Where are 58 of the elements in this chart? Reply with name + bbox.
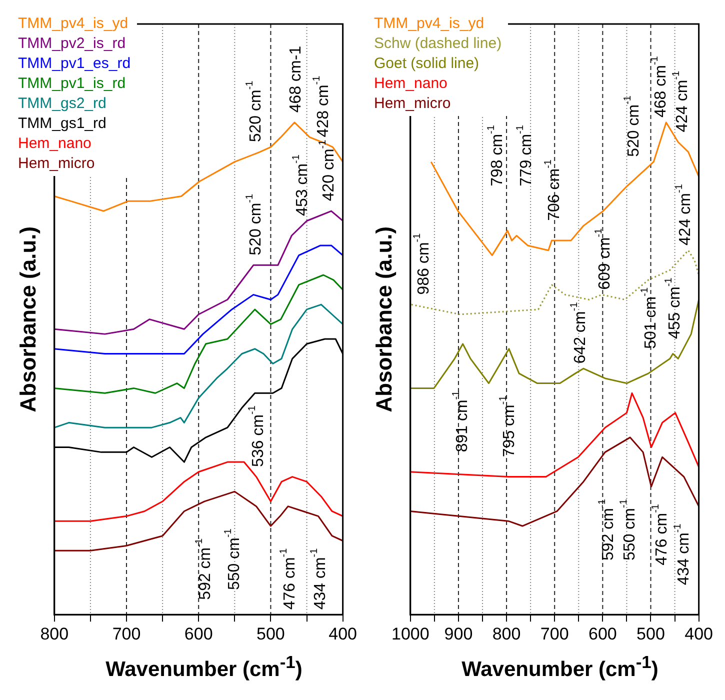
annotation: 642 cm-1 xyxy=(568,302,589,364)
text: 468 cm-1 xyxy=(650,56,670,118)
x-tick-label: 600 xyxy=(588,624,617,644)
annotation: 476 cm-1 xyxy=(278,548,299,610)
annotation: 550 cm-1 xyxy=(618,498,638,560)
x-tick-label: 900 xyxy=(444,624,473,644)
x-tick-label: 800 xyxy=(40,624,69,644)
annotation: 798 cm-1 xyxy=(486,124,506,186)
annotation: 434 cm-1 xyxy=(308,548,329,610)
annotation: 609 cm-1 xyxy=(593,228,614,290)
y-axis-title: Absorbance (a.u.) xyxy=(371,226,396,412)
annotation: 455 cm-1 xyxy=(664,277,684,339)
x-tick-label: 400 xyxy=(328,624,358,644)
text: TMM_pv1_es_rd xyxy=(18,54,131,74)
annotation: 536 cm-1 xyxy=(246,405,267,467)
x-tick-label: 400 xyxy=(684,624,714,644)
annotation: 424 cm-1 xyxy=(670,70,691,132)
text: TMM_pv4_is_yd xyxy=(18,14,130,34)
text: 468 cm-1 xyxy=(287,46,304,113)
x-tick-label: 800 xyxy=(492,624,521,644)
text: TMM_pv4_is_yd xyxy=(374,14,486,34)
annotation: 986 cm-1 xyxy=(412,232,432,295)
annotation: 706 cm-1 xyxy=(542,159,564,221)
text: TMM_pv1_is_rd xyxy=(18,74,127,94)
text: Hem_nano xyxy=(374,74,448,94)
annotation: 520 cm-1 xyxy=(244,80,265,142)
annotation: 428 cm-1 xyxy=(312,75,332,138)
annotation: 453 cm-1 xyxy=(290,154,311,216)
annotation: 891 cm-1 xyxy=(451,390,472,452)
annotation: 424 cm-1 xyxy=(674,184,694,246)
x-tick-label: 700 xyxy=(540,624,569,644)
x-tick-label: 1000 xyxy=(391,624,430,644)
annotation: 779 cm-1 xyxy=(515,124,536,186)
annotation: 476 cm-1 xyxy=(650,504,671,566)
annotation: 434 cm-1 xyxy=(672,523,692,586)
text: Hem_micro xyxy=(374,94,452,114)
text: Hem_nano xyxy=(18,134,92,154)
text: TMM_gs2_rd xyxy=(18,94,108,114)
annotation: 592 cm-1 xyxy=(194,538,214,600)
x-tick-label: 600 xyxy=(184,624,213,644)
x-axis-title: Wavenumber (cm$^{-1}$) xyxy=(460,652,660,682)
x-axis-title: Wavenumber (cm$^{-1}$) xyxy=(104,652,304,682)
annotation: 420 cm-1 xyxy=(317,139,338,202)
text: TMM_gs1_rd xyxy=(18,114,108,134)
annotation: 592 cm-1 xyxy=(596,498,617,560)
text: Goet (solid line) xyxy=(374,54,480,74)
annotation: 795 cm-1 xyxy=(498,395,518,458)
annotation: 520 cm-1 xyxy=(244,194,265,256)
annotation: 550 cm-1 xyxy=(223,528,244,590)
y-axis-title: Absorbance (a.u.) xyxy=(15,226,40,412)
x-tick-label: 700 xyxy=(112,624,141,644)
x-tick-label: 500 xyxy=(256,624,285,644)
text: Hem_micro xyxy=(18,154,96,174)
annotation: 501 cm-1 xyxy=(640,287,660,349)
text: Schw (dashed line) xyxy=(374,34,502,54)
annotation: 520 cm-1 xyxy=(622,95,642,157)
text: TMM_pv2_is_rd xyxy=(18,34,127,54)
x-tick-label: 500 xyxy=(636,624,665,644)
